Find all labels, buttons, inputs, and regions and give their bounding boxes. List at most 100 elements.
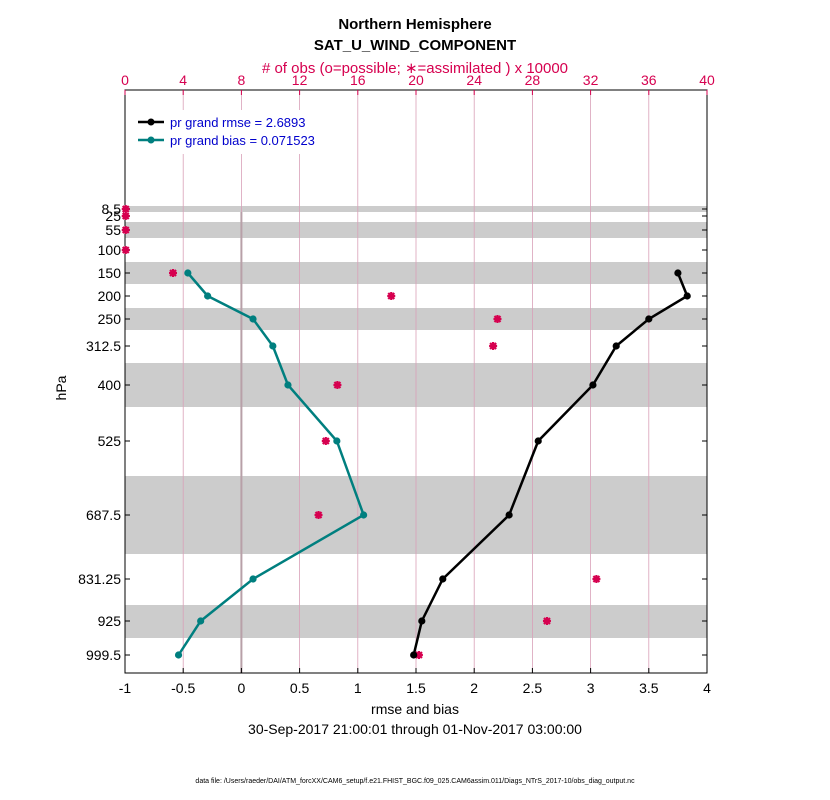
- legend-bias-label: pr grand bias = 0.071523: [170, 133, 315, 148]
- rmse-point: [645, 315, 653, 323]
- y-tick-label: 400: [98, 377, 122, 393]
- obs-marker-stroke: [542, 617, 551, 625]
- x-tick-label: 0.5: [290, 680, 310, 696]
- y-tick-label: 999.5: [86, 647, 121, 663]
- obs-marker-stroke: [414, 651, 423, 659]
- x-tick-label: 2: [470, 680, 478, 696]
- obs-markers: [121, 205, 601, 659]
- x-tick-label: 0: [238, 680, 246, 696]
- y-tick-label: 925: [98, 613, 122, 629]
- bias-point: [249, 315, 257, 323]
- bias-line: [177, 272, 366, 656]
- date-range-label: 30-Sep-2017 21:00:01 through 01-Nov-2017…: [248, 721, 582, 737]
- bias-point: [197, 617, 205, 625]
- chart-title: Northern Hemisphere: [338, 16, 491, 33]
- rmse-point: [612, 342, 620, 350]
- y-tick-label: 687.5: [86, 507, 121, 523]
- obs-assimilated-marker: [333, 381, 342, 389]
- obs-assimilated-marker: [542, 617, 551, 625]
- rmse-point: [418, 617, 426, 625]
- top-tick-label: 40: [699, 72, 715, 88]
- x-tick-label: 3: [587, 680, 595, 696]
- bias-point: [269, 342, 277, 350]
- obs-assimilated-marker: [121, 246, 130, 254]
- top-tick-label: 20: [408, 72, 424, 88]
- top-axis-label: # of obs (o=possible; ∗=assimilated ) x …: [262, 60, 568, 77]
- bias-point: [360, 511, 368, 519]
- legend-rmse-label: pr grand rmse = 2.6893: [170, 115, 306, 130]
- obs-marker-stroke: [121, 246, 130, 254]
- top-tick-label: 28: [525, 72, 541, 88]
- rmse-point: [683, 292, 691, 300]
- obs-marker-stroke: [169, 269, 178, 277]
- y-tick-label: 25: [105, 208, 121, 224]
- x-tick-label: 1.5: [406, 680, 426, 696]
- legend-bias-marker: [147, 136, 155, 144]
- top-tick-label: 4: [179, 72, 187, 88]
- obs-marker-stroke: [333, 381, 342, 389]
- y-tick-label: 200: [98, 288, 122, 304]
- chart-subtitle: SAT_U_WIND_COMPONENT: [314, 37, 516, 54]
- obs-marker-stroke: [493, 315, 502, 323]
- y-axis-label: hPa: [53, 375, 69, 400]
- y-tick-label: 525: [98, 433, 122, 449]
- rmse-point: [439, 575, 447, 583]
- footer-datafile: data file: /Users/raeder/DAI/ATM_forcXX/…: [195, 778, 635, 785]
- rmse-point: [674, 269, 682, 277]
- obs-marker-stroke: [121, 212, 130, 220]
- top-tick-label: 12: [292, 72, 308, 88]
- bias-point: [284, 381, 292, 389]
- legend-rmse-marker: [147, 118, 155, 126]
- obs-marker-stroke: [321, 437, 330, 445]
- bias-point: [333, 437, 341, 445]
- rmse-point: [589, 381, 597, 389]
- obs-assimilated-marker: [169, 269, 178, 277]
- obs-assimilated-marker: [387, 292, 396, 300]
- obs-assimilated-marker: [592, 575, 601, 583]
- top-tick-label: 8: [238, 72, 246, 88]
- x-axis-label: rmse and bias: [371, 701, 459, 717]
- top-tick-label: 24: [466, 72, 482, 88]
- obs-marker-stroke: [489, 342, 498, 350]
- grid-lines: [182, 90, 650, 673]
- obs-marker-stroke: [121, 226, 130, 234]
- rmse-point: [534, 437, 542, 445]
- rmse-point: [505, 511, 513, 519]
- obs-assimilated-marker: [121, 205, 130, 213]
- legend-box: [129, 110, 339, 154]
- obs-assimilated-marker: [314, 511, 323, 519]
- legend: pr grand rmse = 2.6893 pr grand bias = 0…: [129, 110, 339, 154]
- x-tick-label: -1: [119, 680, 132, 696]
- obs-marker-stroke: [121, 205, 130, 213]
- y-tick-label: 8.5: [102, 201, 122, 217]
- obs-marker-stroke: [387, 292, 396, 300]
- y-tick-label: 150: [98, 265, 122, 281]
- obs-assimilated-marker: [321, 437, 330, 445]
- y-tick-label: 100: [98, 242, 122, 258]
- top-tick-label: 0: [121, 72, 129, 88]
- obs-assimilated-marker: [493, 315, 502, 323]
- obs-assimilated-marker: [121, 226, 130, 234]
- obs-marker-stroke: [314, 511, 323, 519]
- y-tick-label: 250: [98, 311, 122, 327]
- top-tick-label: 36: [641, 72, 657, 88]
- x-tick-label: 1: [354, 680, 362, 696]
- x-tick-label: 3.5: [639, 680, 659, 696]
- obs-assimilated-marker: [121, 212, 130, 220]
- series-lines: [174, 269, 691, 659]
- obs-assimilated-marker: [489, 342, 498, 350]
- top-tick-label: 16: [350, 72, 366, 88]
- top-tick-label: 32: [583, 72, 599, 88]
- bias-point: [204, 292, 212, 300]
- y-tick-label: 55: [105, 222, 121, 238]
- axes: -1 -0.5 0 0.5 1 1.5 2 2.5 3 3.5 40 4 8 12 16 20 24 28 32 36…: [78, 72, 715, 696]
- y-tick-label: 831.25: [78, 571, 121, 587]
- rmse-point: [410, 651, 418, 659]
- x-tick-label: -0.5: [171, 680, 195, 696]
- y-tick-label: 312.5: [86, 338, 121, 354]
- bias-point: [249, 575, 257, 583]
- obs-marker-stroke: [592, 575, 601, 583]
- bias-point: [184, 269, 192, 277]
- x-tick-label: 4: [703, 680, 711, 696]
